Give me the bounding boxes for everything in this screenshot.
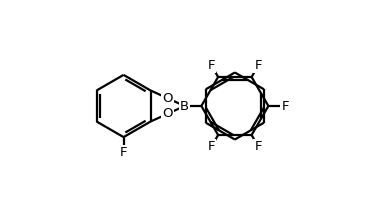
Text: F: F <box>208 140 215 153</box>
Text: F: F <box>254 140 262 153</box>
Text: O: O <box>162 92 173 105</box>
Text: F: F <box>208 59 215 72</box>
Text: O: O <box>162 107 173 120</box>
Text: F: F <box>254 59 262 72</box>
Polygon shape <box>201 77 269 135</box>
Text: F: F <box>282 99 289 113</box>
Text: B: B <box>180 99 189 113</box>
Text: F: F <box>120 146 127 159</box>
